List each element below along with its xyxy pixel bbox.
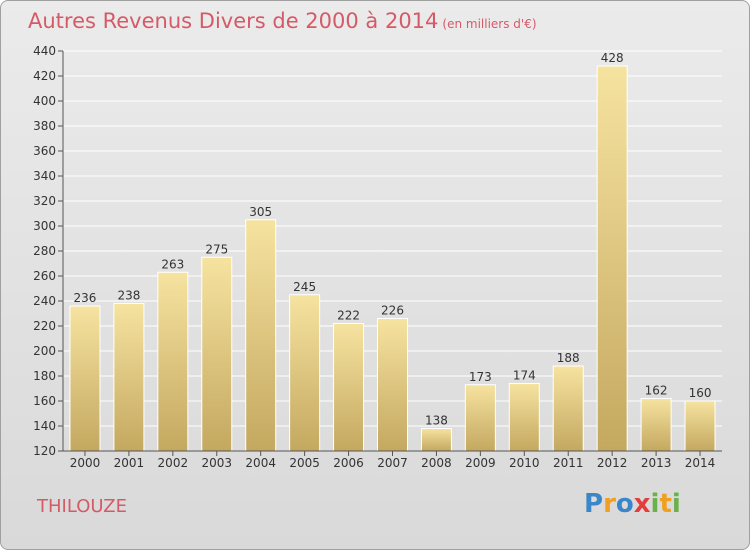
- y-tick-label: 340: [33, 169, 56, 183]
- y-tick-label: 140: [33, 419, 56, 433]
- y-tick-label: 160: [33, 394, 56, 408]
- x-tick-label-2004: 2004: [245, 456, 276, 470]
- y-tick-label: 280: [33, 244, 56, 258]
- value-label-2011: 188: [557, 351, 580, 365]
- value-label-2008: 138: [425, 414, 448, 428]
- value-label-2003: 275: [205, 242, 228, 256]
- bars: 236 238 263 275 305 245 222 226 138 173 174 188 428 1…: [69, 51, 716, 452]
- x-tick-label-2014: 2014: [685, 456, 716, 470]
- value-label-2009: 173: [469, 370, 492, 384]
- value-label-2014: 160: [689, 386, 712, 400]
- bar-2004: [245, 219, 277, 452]
- place-name: THILOUZE: [37, 496, 127, 517]
- x-tick-label-2007: 2007: [377, 456, 408, 470]
- bar-2003: [201, 256, 233, 452]
- x-tick-label-2013: 2013: [641, 456, 672, 470]
- x-tick-label-2012: 2012: [597, 456, 628, 470]
- y-tick-label: 260: [33, 269, 56, 283]
- proxiti-logo: Proxiti: [584, 489, 681, 519]
- y-tick-label: 200: [33, 344, 56, 358]
- chart-title: Autres Revenus Divers de 2000 à 2014 (en …: [28, 9, 537, 33]
- y-tick-label: 440: [33, 44, 56, 58]
- bar-2011: [552, 365, 584, 452]
- bar-2005: [289, 294, 321, 452]
- chart-title-unit: (en milliers d'€): [442, 17, 537, 31]
- value-label-2013: 162: [645, 384, 668, 398]
- chart-title-main: Autres Revenus Divers de 2000 à 2014: [28, 9, 439, 33]
- value-label-2001: 238: [117, 289, 140, 303]
- x-axis: 2000 2001 2002 2003 2004 2005 2006 2007 2008 2009…: [63, 450, 722, 470]
- y-tick-label: 220: [33, 319, 56, 333]
- x-tick-label-2010: 2010: [509, 456, 540, 470]
- y-tick-label: 180: [33, 369, 56, 383]
- value-label-2007: 226: [381, 304, 404, 318]
- bar-2002: [157, 271, 189, 452]
- value-label-2004: 305: [249, 205, 272, 219]
- y-tick-label: 240: [33, 294, 56, 308]
- bar-2007: [377, 318, 408, 452]
- bar-2012: [596, 65, 628, 452]
- bar-2000: [69, 305, 101, 452]
- bar-2010: [508, 383, 540, 452]
- x-tick-label-2003: 2003: [201, 456, 232, 470]
- x-tick-label-2006: 2006: [333, 456, 364, 470]
- value-label-2010: 174: [513, 369, 536, 383]
- y-tick-label: 300: [33, 219, 56, 233]
- y-tick-label: 400: [33, 94, 56, 108]
- y-tick-label: 380: [33, 119, 56, 133]
- value-label-2002: 263: [161, 257, 184, 271]
- bar-2009: [464, 384, 496, 452]
- y-tick-label: 360: [33, 144, 56, 158]
- x-tick-label-2009: 2009: [465, 456, 496, 470]
- x-tick-label-2002: 2002: [158, 456, 189, 470]
- x-tick-label-2000: 2000: [70, 456, 101, 470]
- y-tick-label: 420: [33, 69, 56, 83]
- y-axis: 120 140 160 180 200 220 240 260 280 300 320 340 360 3…: [33, 44, 64, 458]
- bar-2001: [113, 303, 145, 452]
- value-label-2005: 245: [293, 280, 316, 294]
- bar-2008: [420, 428, 452, 452]
- x-tick-label-2011: 2011: [553, 456, 584, 470]
- bar-2014: [684, 400, 716, 452]
- x-tick-label-2001: 2001: [114, 456, 145, 470]
- bar-2013: [640, 398, 672, 452]
- value-label-2012: 428: [601, 51, 624, 65]
- x-tick-label-2005: 2005: [289, 456, 320, 470]
- x-tick-label-2008: 2008: [421, 456, 452, 470]
- value-label-2006: 222: [337, 309, 360, 323]
- y-tick-label: 320: [33, 194, 56, 208]
- y-tick-label: 120: [33, 444, 56, 458]
- value-label-2000: 236: [74, 291, 97, 305]
- bar-2006: [333, 323, 365, 452]
